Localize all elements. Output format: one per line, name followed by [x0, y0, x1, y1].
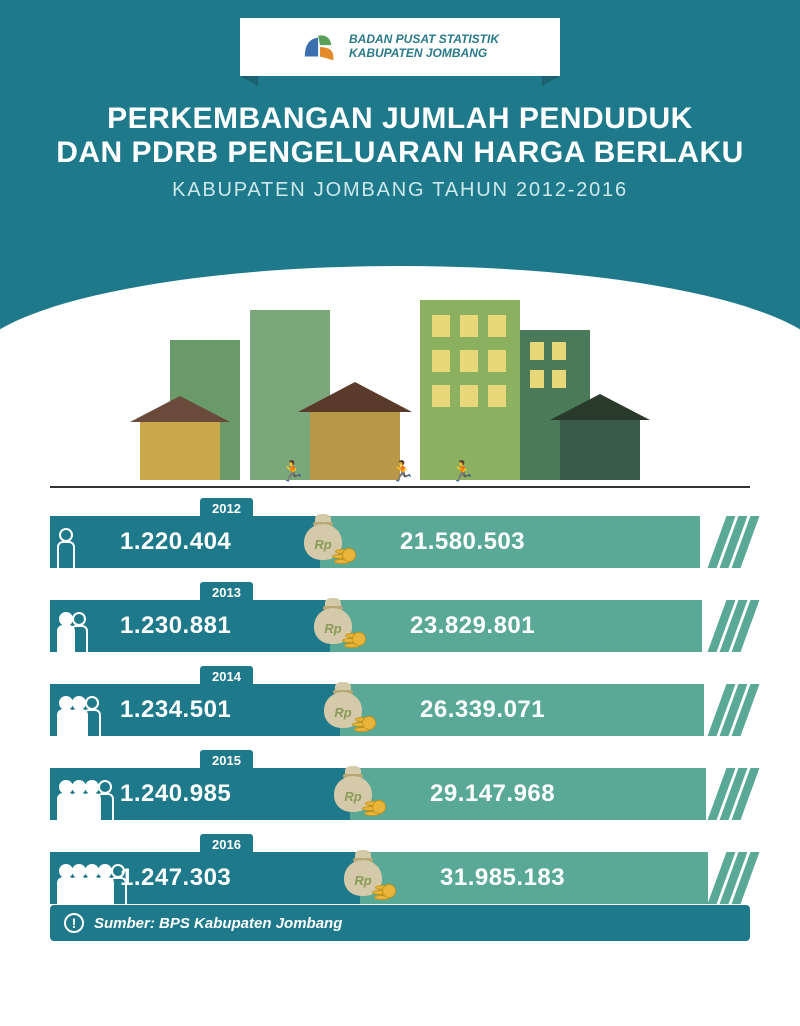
- source-label: Sumber: BPS Kabupaten Jombang: [94, 915, 342, 932]
- source-footer: ! Sumber: BPS Kabupaten Jombang: [50, 905, 750, 941]
- pdrb-bar: 31.985.183: [360, 852, 708, 904]
- bar-tail-decoration: [717, 852, 750, 904]
- title-line2: DAN PDRB PENGELUARAN HARGA BERLAKU: [0, 136, 800, 170]
- bar-tail-decoration: [717, 768, 750, 820]
- people-icon: [56, 514, 69, 570]
- people-icon: [56, 598, 82, 654]
- pdrb-bar: 26.339.071: [340, 684, 704, 736]
- money-bag-icon: Rp: [330, 760, 384, 818]
- year-tab: 2016: [200, 834, 253, 855]
- title-line1: PERKEMBANGAN JUMLAH PENDUDUK: [0, 102, 800, 136]
- year-tab: 2013: [200, 582, 253, 603]
- bar-tail-decoration: [717, 516, 750, 568]
- pdrb-bar: 29.147.968: [350, 768, 706, 820]
- city-illustration: 🏃 🏃 🏃: [130, 280, 670, 480]
- org-name-line1: BADAN PUSAT STATISTIK: [349, 33, 499, 47]
- info-icon: !: [64, 913, 84, 933]
- data-row: 20131.230.88123.829.801Rp: [50, 582, 750, 654]
- pdrb-bar: 23.829.801: [330, 600, 702, 652]
- divider-line: [50, 486, 750, 488]
- people-icon: [56, 850, 121, 906]
- data-row: 20141.234.50126.339.071Rp: [50, 666, 750, 738]
- header-logo-bar: BADAN PUSAT STATISTIK KABUPATEN JOMBANG: [240, 18, 560, 76]
- pdrb-bar: 21.580.503: [320, 516, 700, 568]
- org-name-line2: KABUPATEN JOMBANG: [349, 47, 499, 61]
- money-bag-icon: Rp: [310, 592, 364, 650]
- year-tab: 2012: [200, 498, 253, 519]
- bar-tail-decoration: [717, 600, 750, 652]
- money-bag-icon: Rp: [300, 508, 354, 566]
- title-subtitle: KABUPATEN JOMBANG TAHUN 2012-2016: [0, 179, 800, 202]
- money-bag-icon: Rp: [320, 676, 374, 734]
- year-tab: 2014: [200, 666, 253, 687]
- org-name: BADAN PUSAT STATISTIK KABUPATEN JOMBANG: [349, 33, 499, 61]
- people-icon: [56, 766, 108, 822]
- people-icon: [56, 682, 95, 738]
- data-row: 20121.220.40421.580.503Rp: [50, 498, 750, 570]
- data-row: 20161.247.30331.985.183Rp: [50, 834, 750, 906]
- population-bar: 1.220.404: [50, 516, 320, 568]
- bar-tail-decoration: [717, 684, 750, 736]
- year-tab: 2015: [200, 750, 253, 771]
- title-block: PERKEMBANGAN JUMLAH PENDUDUK DAN PDRB PE…: [0, 102, 800, 202]
- money-bag-icon: Rp: [340, 844, 394, 902]
- data-rows: 20121.220.40421.580.503Rp20131.230.88123…: [50, 498, 750, 918]
- bps-logo-icon: [301, 28, 339, 66]
- data-row: 20151.240.98529.147.968Rp: [50, 750, 750, 822]
- population-bar: 1.230.881: [50, 600, 330, 652]
